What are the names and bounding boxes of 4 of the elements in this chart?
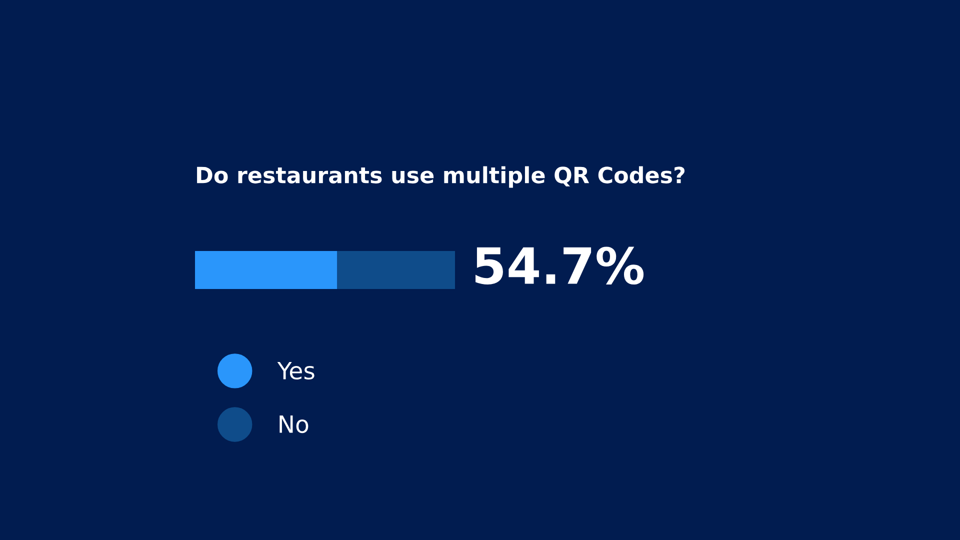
chart-title: Do restaurants use multiple QR Codes? [197, 166, 684, 188]
legend-label: No [280, 416, 308, 434]
data-label: 54.7% [476, 246, 644, 285]
legend-label: Yes [277, 362, 314, 380]
